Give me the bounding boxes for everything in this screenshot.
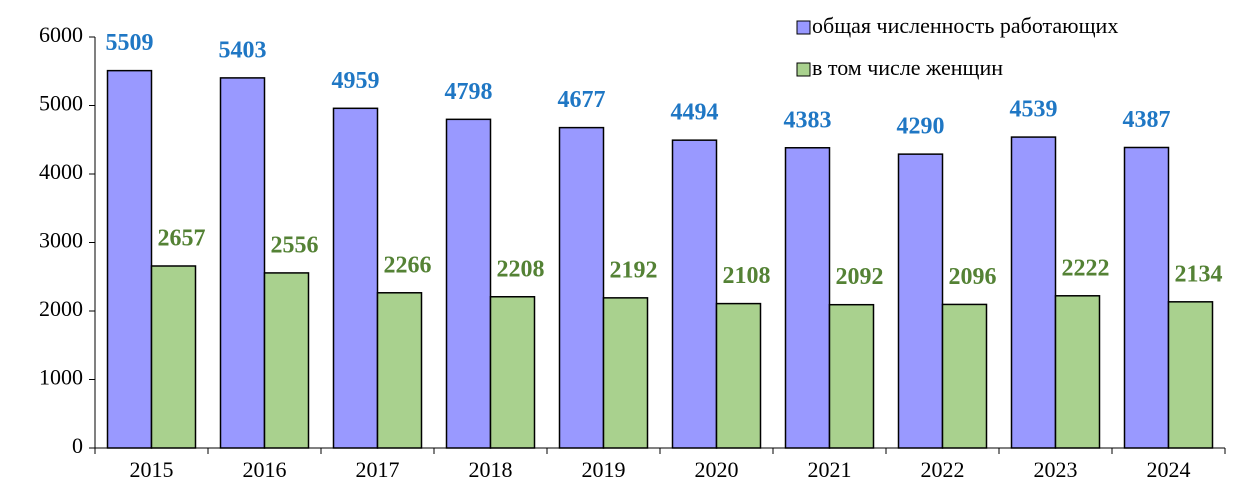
value-label: 2657: [158, 225, 206, 251]
bar: [715, 302, 762, 449]
y-tick-label: 2000: [39, 296, 83, 321]
value-label: 2192: [610, 257, 658, 283]
bar: [376, 292, 423, 449]
value-label: 5403: [219, 37, 267, 63]
value-label: 4494: [671, 100, 719, 126]
value-label: 2096: [949, 264, 997, 290]
bar: [671, 139, 718, 449]
x-tick-label: 2016: [243, 457, 287, 482]
legend-label: общая численность работающих: [812, 13, 1118, 38]
y-tick-label: 4000: [39, 159, 83, 184]
value-label: 4539: [1010, 97, 1058, 123]
value-label: 2556: [271, 232, 319, 258]
bar: [263, 272, 310, 449]
value-label: 4798: [445, 79, 493, 105]
value-label: 2208: [497, 256, 545, 282]
value-label: 2222: [1062, 255, 1110, 281]
y-tick-label: 1000: [39, 365, 83, 390]
bar: [897, 153, 944, 449]
bar: [1054, 295, 1101, 449]
bar: [602, 297, 649, 449]
y-tick-label: 5000: [39, 91, 83, 116]
value-label: 4383: [784, 107, 832, 133]
x-tick-label: 2020: [695, 457, 739, 482]
bar: [784, 147, 831, 449]
legend-label: в том числе женщин: [812, 55, 1003, 80]
bar: [219, 77, 266, 449]
bar: [1167, 301, 1214, 449]
x-tick-label: 2021: [808, 457, 852, 482]
x-tick-label: 2023: [1034, 457, 1078, 482]
value-label: 4387: [1123, 107, 1171, 133]
bar: [150, 265, 197, 449]
bar: [1010, 136, 1057, 449]
x-tick-label: 2024: [1147, 457, 1191, 482]
value-label: 2108: [723, 263, 771, 289]
bar: [445, 118, 492, 449]
x-tick-label: 2019: [582, 457, 626, 482]
value-label: 5509: [106, 30, 154, 56]
bar: [558, 126, 605, 449]
value-label: 2134: [1175, 261, 1223, 287]
value-label: 4959: [332, 68, 380, 94]
value-label: 2266: [384, 252, 432, 278]
y-tick-label: 3000: [39, 228, 83, 253]
bar: [941, 303, 988, 449]
value-label: 4290: [897, 114, 945, 140]
y-tick-label: 6000: [39, 22, 83, 47]
x-tick-label: 2022: [921, 457, 965, 482]
y-tick-label: 0: [72, 433, 83, 458]
bar: [106, 69, 153, 449]
x-tick-label: 2015: [130, 457, 174, 482]
bar: [332, 107, 379, 449]
value-label: 4677: [558, 87, 606, 113]
legend-swatch: [796, 20, 811, 35]
bar: [1123, 146, 1170, 449]
x-tick-label: 2017: [356, 457, 400, 482]
x-tick-label: 2018: [469, 457, 513, 482]
value-label: 2092: [836, 264, 884, 290]
bar: [828, 303, 875, 449]
bar: [489, 296, 536, 449]
legend-swatch: [796, 62, 811, 77]
